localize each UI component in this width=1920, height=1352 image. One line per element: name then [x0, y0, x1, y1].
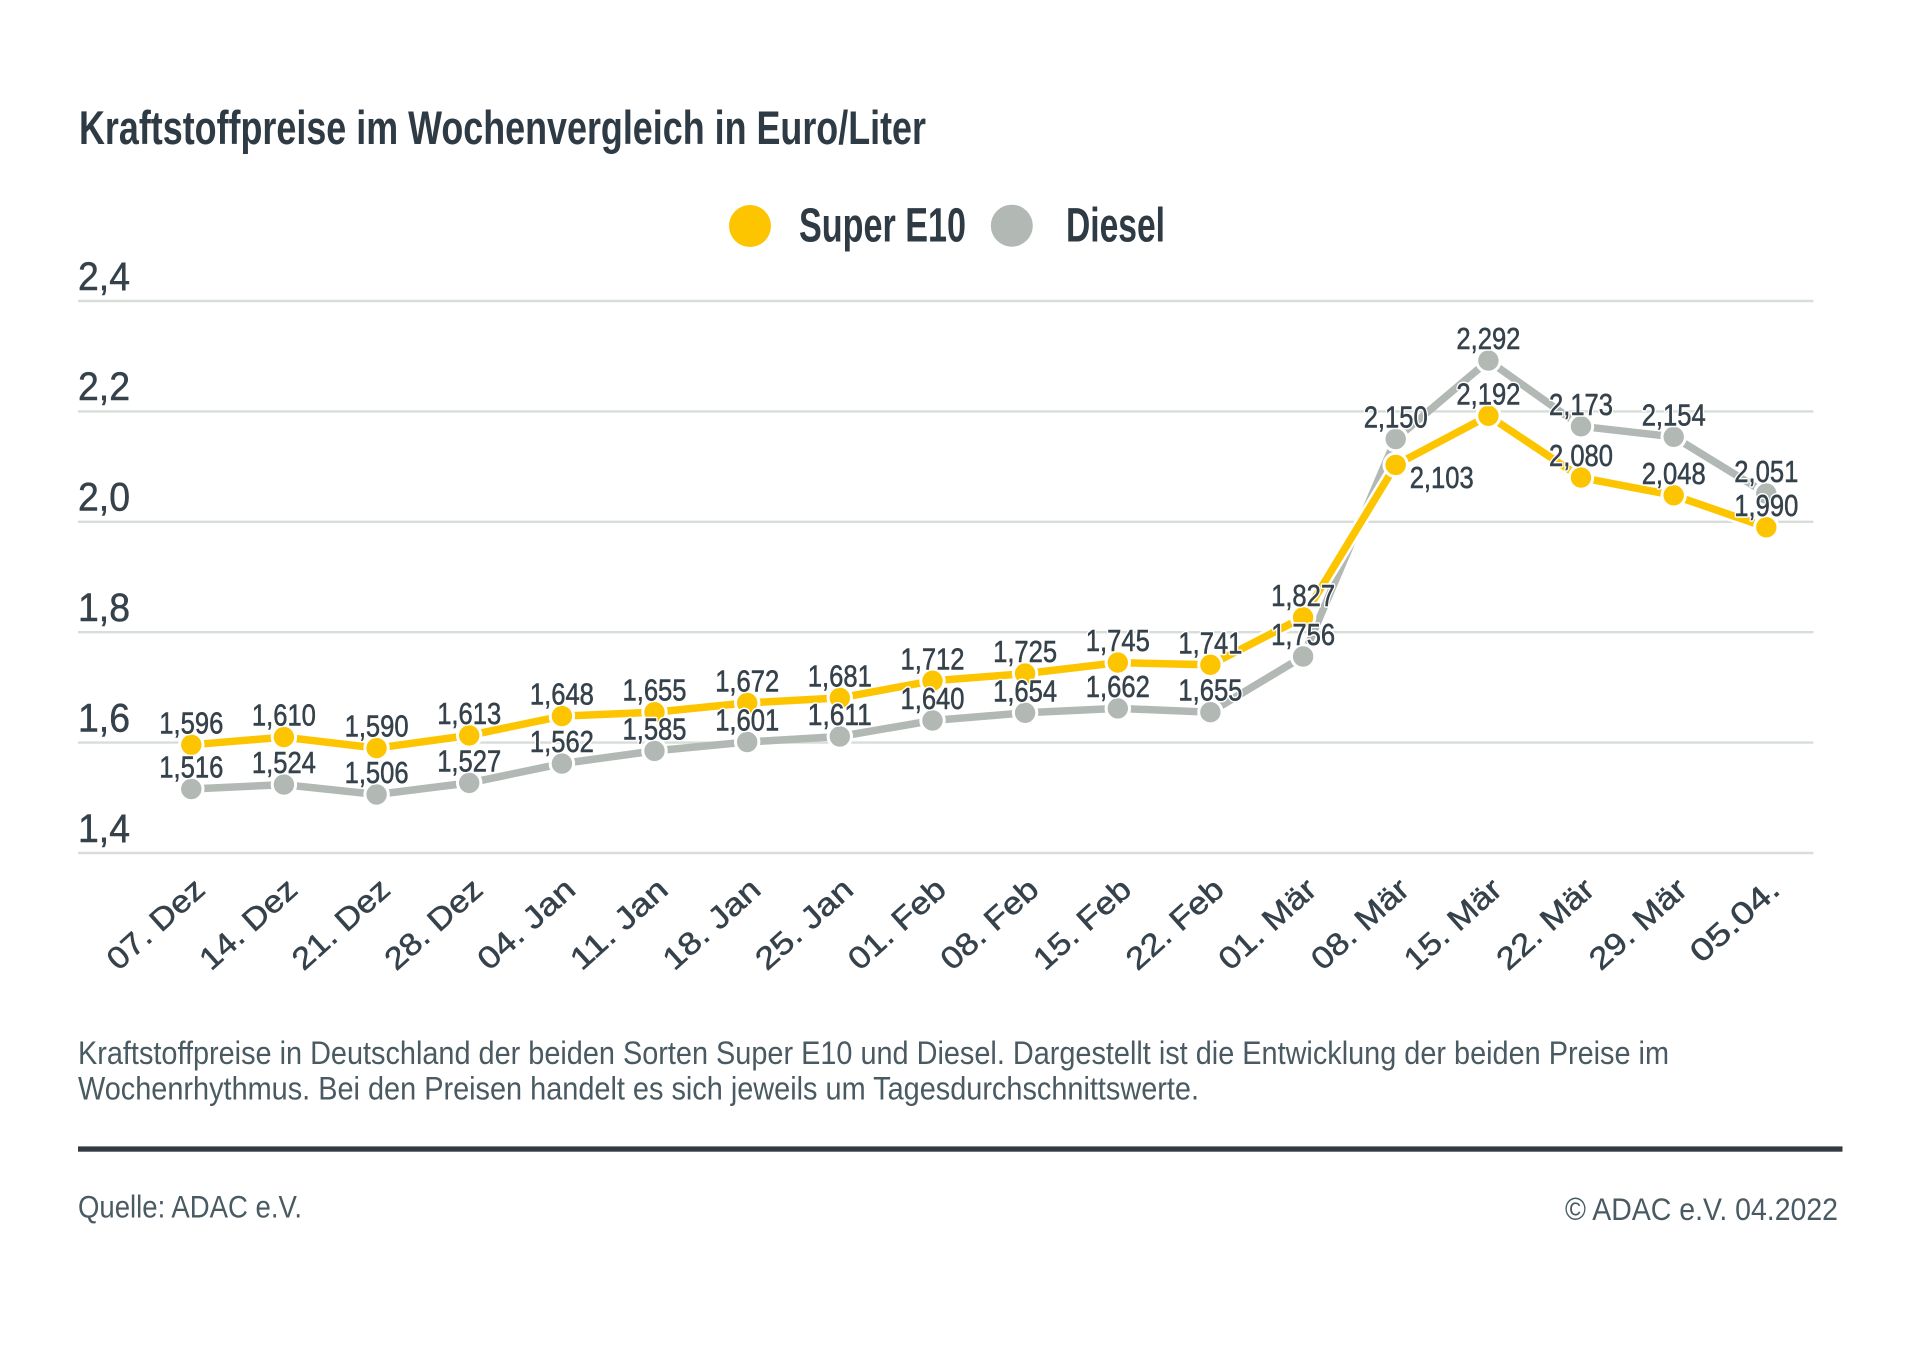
svg-text:1,8: 1,8 [78, 586, 130, 630]
svg-text:1,527: 1,527 [437, 743, 501, 778]
svg-text:2,2: 2,2 [78, 365, 130, 409]
svg-text:2,292: 2,292 [1456, 321, 1520, 356]
svg-text:1,827: 1,827 [1271, 578, 1335, 613]
svg-text:1,524: 1,524 [252, 745, 316, 780]
svg-text:1,610: 1,610 [252, 698, 316, 733]
svg-text:2,048: 2,048 [1642, 456, 1706, 491]
svg-text:2,080: 2,080 [1549, 438, 1613, 473]
svg-text:1,611: 1,611 [808, 697, 872, 732]
svg-text:1,585: 1,585 [623, 711, 687, 746]
svg-text:1,741: 1,741 [1178, 625, 1242, 660]
svg-text:1,506: 1,506 [345, 755, 409, 790]
svg-text:1,654: 1,654 [993, 673, 1057, 708]
svg-text:2,192: 2,192 [1456, 376, 1520, 411]
svg-text:1,585: 1,585 [623, 711, 687, 746]
svg-text:2,4: 2,4 [78, 255, 130, 299]
svg-text:1,681: 1,681 [808, 658, 872, 693]
svg-text:1,654: 1,654 [993, 673, 1057, 708]
svg-text:1,662: 1,662 [1086, 669, 1150, 704]
svg-text:Super E10: Super E10 [799, 199, 966, 253]
svg-text:1,756: 1,756 [1271, 617, 1335, 652]
svg-text:2,103: 2,103 [1410, 460, 1474, 495]
svg-text:1,640: 1,640 [901, 681, 965, 716]
svg-text:1,611: 1,611 [808, 697, 872, 732]
svg-text:1,712: 1,712 [901, 641, 965, 676]
svg-text:1,562: 1,562 [530, 724, 594, 759]
svg-text:1,601: 1,601 [715, 703, 779, 738]
svg-text:1,4: 1,4 [78, 807, 130, 851]
svg-text:1,672: 1,672 [715, 663, 779, 698]
svg-text:1,725: 1,725 [993, 634, 1057, 669]
svg-text:1,745: 1,745 [1086, 623, 1150, 658]
svg-text:1,655: 1,655 [623, 673, 687, 708]
svg-text:1,613: 1,613 [437, 696, 501, 731]
svg-text:1,596: 1,596 [159, 705, 223, 740]
svg-text:2,051: 2,051 [1734, 454, 1798, 489]
svg-text:2,154: 2,154 [1642, 397, 1706, 432]
svg-text:1,756: 1,756 [1271, 617, 1335, 652]
svg-text:1,590: 1,590 [345, 709, 409, 744]
svg-text:1,524: 1,524 [252, 745, 316, 780]
svg-text:1,655: 1,655 [623, 673, 687, 708]
svg-text:2,048: 2,048 [1642, 456, 1706, 491]
svg-text:1,672: 1,672 [715, 663, 779, 698]
svg-text:1,745: 1,745 [1086, 623, 1150, 658]
svg-text:1,610: 1,610 [252, 698, 316, 733]
svg-text:1,601: 1,601 [715, 703, 779, 738]
svg-text:1,655: 1,655 [1178, 673, 1242, 708]
svg-text:1,827: 1,827 [1271, 578, 1335, 613]
svg-text:1,590: 1,590 [345, 709, 409, 744]
svg-text:Diesel: Diesel [1066, 199, 1165, 253]
svg-text:1,655: 1,655 [1178, 673, 1242, 708]
svg-text:2,150: 2,150 [1364, 400, 1428, 435]
svg-text:1,596: 1,596 [159, 705, 223, 740]
svg-text:2,154: 2,154 [1642, 397, 1706, 432]
svg-text:1,516: 1,516 [159, 750, 223, 785]
svg-text:2,150: 2,150 [1364, 400, 1428, 435]
svg-text:2,192: 2,192 [1456, 376, 1520, 411]
svg-text:2,173: 2,173 [1549, 387, 1613, 422]
svg-text:Kraftstoffpreise in Deutschlan: Kraftstoffpreise in Deutschland der beid… [78, 1035, 1669, 1071]
svg-text:2,080: 2,080 [1549, 438, 1613, 473]
svg-text:1,990: 1,990 [1734, 488, 1798, 523]
svg-text:1,990: 1,990 [1734, 488, 1798, 523]
svg-text:© ADAC e.V. 04.2022: © ADAC e.V. 04.2022 [1565, 1191, 1838, 1227]
svg-text:2,0: 2,0 [78, 476, 130, 520]
svg-text:Wochenrhythmus. Bei den Preise: Wochenrhythmus. Bei den Preisen handelt … [78, 1070, 1199, 1106]
svg-text:2,103: 2,103 [1410, 460, 1474, 495]
svg-text:1,662: 1,662 [1086, 669, 1150, 704]
svg-text:1,516: 1,516 [159, 750, 223, 785]
svg-text:1,712: 1,712 [901, 641, 965, 676]
svg-text:1,741: 1,741 [1178, 625, 1242, 660]
svg-text:Quelle: ADAC e.V.: Quelle: ADAC e.V. [78, 1188, 302, 1224]
svg-text:1,562: 1,562 [530, 724, 594, 759]
svg-text:1,648: 1,648 [530, 677, 594, 712]
svg-text:1,506: 1,506 [345, 755, 409, 790]
svg-text:1,640: 1,640 [901, 681, 965, 716]
svg-text:2,173: 2,173 [1549, 387, 1613, 422]
svg-text:1,725: 1,725 [993, 634, 1057, 669]
svg-text:1,681: 1,681 [808, 658, 872, 693]
svg-text:1,6: 1,6 [78, 696, 130, 740]
svg-text:Kraftstoffpreise im Wochenverg: Kraftstoffpreise im Wochenvergleich in E… [79, 101, 926, 154]
svg-text:1,613: 1,613 [437, 696, 501, 731]
svg-text:2,051: 2,051 [1734, 454, 1798, 489]
svg-text:1,527: 1,527 [437, 743, 501, 778]
svg-text:2,292: 2,292 [1456, 321, 1520, 356]
svg-text:1,648: 1,648 [530, 677, 594, 712]
